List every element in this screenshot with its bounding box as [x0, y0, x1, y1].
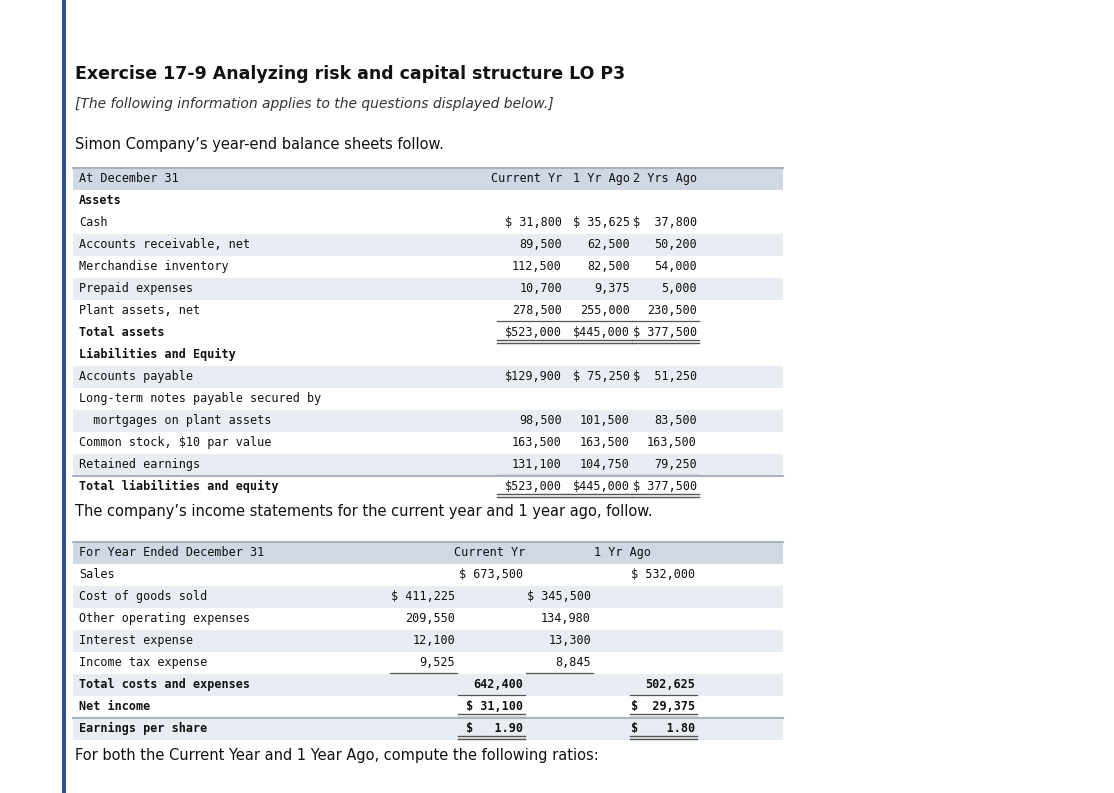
Text: Assets: Assets — [79, 194, 121, 207]
Text: Total assets: Total assets — [79, 326, 165, 339]
Text: Common stock, $10 par value: Common stock, $10 par value — [79, 436, 272, 449]
Text: $ 31,800: $ 31,800 — [505, 216, 561, 229]
Text: Plant assets, net: Plant assets, net — [79, 304, 201, 317]
Text: $ 411,225: $ 411,225 — [391, 590, 455, 603]
Text: $445,000: $445,000 — [573, 326, 631, 339]
Text: $129,900: $129,900 — [505, 370, 561, 383]
Text: Current Yr: Current Yr — [491, 172, 561, 185]
Text: $ 345,500: $ 345,500 — [527, 590, 592, 603]
Text: 82,500: 82,500 — [587, 260, 631, 273]
Text: 2 Yrs Ago: 2 Yrs Ago — [633, 172, 697, 185]
Text: Accounts payable: Accounts payable — [79, 370, 193, 383]
Text: 10,700: 10,700 — [519, 282, 561, 295]
Text: 79,250: 79,250 — [654, 458, 697, 471]
Text: Prepaid expenses: Prepaid expenses — [79, 282, 193, 295]
Text: 1 Yr Ago: 1 Yr Ago — [573, 172, 631, 185]
Text: The company’s income statements for the current year and 1 year ago, follow.: The company’s income statements for the … — [75, 504, 653, 519]
Text: 9,525: 9,525 — [419, 656, 455, 669]
Text: 163,500: 163,500 — [580, 436, 631, 449]
Text: $ 377,500: $ 377,500 — [633, 480, 697, 493]
Text: 5,000: 5,000 — [662, 282, 697, 295]
Text: For Year Ended December 31: For Year Ended December 31 — [79, 546, 264, 559]
Text: 89,500: 89,500 — [519, 238, 561, 251]
Text: 50,200: 50,200 — [654, 238, 697, 251]
Text: 278,500: 278,500 — [512, 304, 561, 317]
Text: $ 377,500: $ 377,500 — [633, 326, 697, 339]
Text: Merchandise inventory: Merchandise inventory — [79, 260, 228, 273]
Text: 62,500: 62,500 — [587, 238, 631, 251]
Text: 230,500: 230,500 — [647, 304, 697, 317]
Text: 9,375: 9,375 — [595, 282, 631, 295]
Text: Income tax expense: Income tax expense — [79, 656, 207, 669]
Text: 98,500: 98,500 — [519, 414, 561, 427]
Text: 54,000: 54,000 — [654, 260, 697, 273]
Text: 131,100: 131,100 — [512, 458, 561, 471]
Text: $ 31,100: $ 31,100 — [466, 700, 522, 713]
Text: 502,625: 502,625 — [645, 678, 695, 691]
Text: 642,400: 642,400 — [473, 678, 522, 691]
Text: 101,500: 101,500 — [580, 414, 631, 427]
Text: $  37,800: $ 37,800 — [633, 216, 697, 229]
Text: mortgages on plant assets: mortgages on plant assets — [79, 414, 272, 427]
Text: $    1.80: $ 1.80 — [631, 722, 695, 735]
Text: $ 532,000: $ 532,000 — [631, 568, 695, 581]
Text: $ 35,625: $ 35,625 — [573, 216, 631, 229]
Text: 104,750: 104,750 — [580, 458, 631, 471]
Text: Total costs and expenses: Total costs and expenses — [79, 678, 250, 691]
Text: $  51,250: $ 51,250 — [633, 370, 697, 383]
Text: Other operating expenses: Other operating expenses — [79, 612, 250, 625]
Text: $   1.90: $ 1.90 — [466, 722, 522, 735]
Text: Interest expense: Interest expense — [79, 634, 193, 647]
Text: Sales: Sales — [79, 568, 115, 581]
Text: $  29,375: $ 29,375 — [631, 700, 695, 713]
Text: $523,000: $523,000 — [505, 480, 561, 493]
Text: $ 673,500: $ 673,500 — [459, 568, 522, 581]
Text: 163,500: 163,500 — [512, 436, 561, 449]
Text: Total liabilities and equity: Total liabilities and equity — [79, 480, 278, 493]
Text: Net income: Net income — [79, 700, 150, 713]
Text: Earnings per share: Earnings per share — [79, 722, 207, 735]
Text: Current Yr: Current Yr — [455, 546, 526, 559]
Text: At December 31: At December 31 — [79, 172, 178, 185]
Text: Cost of goods sold: Cost of goods sold — [79, 590, 207, 603]
Text: $445,000: $445,000 — [573, 480, 631, 493]
Text: $523,000: $523,000 — [505, 326, 561, 339]
Text: 13,300: 13,300 — [548, 634, 592, 647]
Text: Liabilities and Equity: Liabilities and Equity — [79, 348, 236, 361]
Text: 8,845: 8,845 — [556, 656, 592, 669]
Text: Retained earnings: Retained earnings — [79, 458, 201, 471]
Text: Accounts receivable, net: Accounts receivable, net — [79, 238, 250, 251]
Text: 255,000: 255,000 — [580, 304, 631, 317]
Text: 12,100: 12,100 — [412, 634, 455, 647]
Text: $ 75,250: $ 75,250 — [573, 370, 631, 383]
Text: 83,500: 83,500 — [654, 414, 697, 427]
Text: 163,500: 163,500 — [647, 436, 697, 449]
Text: Simon Company’s year-end balance sheets follow.: Simon Company’s year-end balance sheets … — [75, 137, 443, 152]
Text: 134,980: 134,980 — [541, 612, 592, 625]
Text: Exercise 17-9 Analyzing risk and capital structure LO P3: Exercise 17-9 Analyzing risk and capital… — [75, 65, 625, 83]
Text: [The following information applies to the questions displayed below.]: [The following information applies to th… — [75, 97, 554, 111]
Text: 112,500: 112,500 — [512, 260, 561, 273]
Text: Long-term notes payable secured by: Long-term notes payable secured by — [79, 392, 321, 405]
Text: 1 Yr Ago: 1 Yr Ago — [594, 546, 651, 559]
Text: Cash: Cash — [79, 216, 107, 229]
Text: 209,550: 209,550 — [405, 612, 455, 625]
Text: For both the Current Year and 1 Year Ago, compute the following ratios:: For both the Current Year and 1 Year Ago… — [75, 748, 598, 763]
